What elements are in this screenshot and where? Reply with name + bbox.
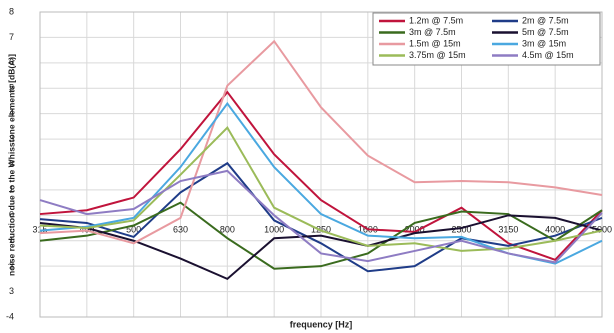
line-series bbox=[39, 39, 603, 245]
y-tick-label: 1 bbox=[9, 184, 14, 194]
y-axis-title: noise reduction due to the Whisstone ele… bbox=[6, 54, 16, 276]
legend-label: 5m @ 7.5m bbox=[522, 27, 569, 37]
legend-label: 1.2m @ 7.5m bbox=[409, 15, 463, 25]
y-tick-label: 6 bbox=[9, 57, 14, 67]
x-axis-title: frequency [Hz] bbox=[290, 319, 353, 329]
x-tick-label: 500 bbox=[126, 225, 141, 235]
x-tick-label: 1000 bbox=[264, 225, 284, 235]
y-tick-label: 3 bbox=[9, 133, 14, 143]
line-series bbox=[39, 126, 603, 252]
x-tick-label: 630 bbox=[173, 225, 188, 235]
y-tick-label: 4 bbox=[9, 108, 14, 118]
y-tick-label: 2 bbox=[9, 159, 14, 169]
legend-label: 4.5m @ 15m bbox=[522, 50, 574, 60]
y-tick-label: 3 bbox=[9, 286, 14, 296]
line-series bbox=[39, 201, 603, 270]
line-series bbox=[39, 90, 603, 261]
x-tick-label: 4000 bbox=[545, 225, 565, 235]
legend-label: 3m @ 7.5m bbox=[409, 27, 456, 37]
y-tick-label: 8 bbox=[9, 6, 14, 16]
y-tick-label: 2 bbox=[9, 261, 14, 271]
x-tick-label: 2500 bbox=[451, 225, 471, 235]
legend-label: 1.5m @ 15m bbox=[409, 38, 461, 48]
legend-label: 3m @ 15m bbox=[522, 38, 566, 48]
legend-box bbox=[372, 12, 601, 66]
y-tick-label: 5 bbox=[9, 83, 14, 93]
plot-border bbox=[39, 11, 603, 318]
y-tick-label: -4 bbox=[6, 311, 14, 321]
x-tick-label: 800 bbox=[220, 225, 235, 235]
x-tick-label: 3150 bbox=[498, 225, 518, 235]
x-tick-label: 2000 bbox=[405, 225, 425, 235]
y-tick-label: 0 bbox=[9, 210, 14, 220]
legend-label: 3.75m @ 15m bbox=[409, 50, 466, 60]
line-series bbox=[39, 169, 603, 264]
legend-label: 2m @ 7.5m bbox=[522, 15, 569, 25]
line-series bbox=[39, 214, 603, 281]
y-tick-label: 1 bbox=[9, 235, 14, 245]
y-tick-label: 7 bbox=[9, 32, 14, 42]
line-series bbox=[39, 161, 603, 273]
